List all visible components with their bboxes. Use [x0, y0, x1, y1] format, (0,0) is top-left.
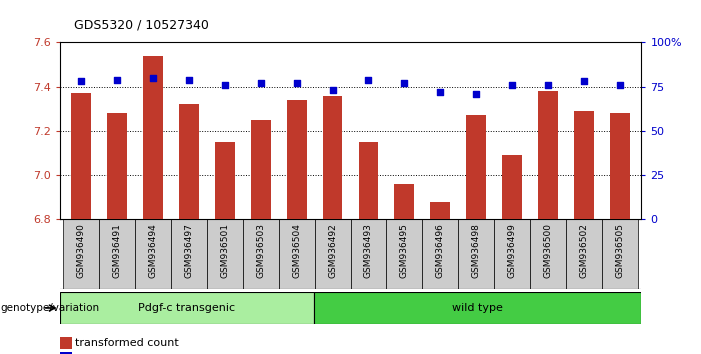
Text: Pdgf-c transgenic: Pdgf-c transgenic — [138, 303, 236, 313]
Bar — [422, 219, 458, 289]
Bar — [315, 219, 350, 289]
Bar — [359, 142, 379, 219]
Bar — [395, 184, 414, 219]
Bar — [107, 113, 127, 219]
Bar — [458, 219, 494, 289]
Bar — [322, 96, 342, 219]
Bar — [494, 219, 530, 289]
Bar — [60, 292, 314, 324]
Text: transformed count: transformed count — [75, 338, 179, 348]
Point — [219, 82, 231, 88]
Bar — [538, 91, 558, 219]
Bar — [574, 111, 594, 219]
Point — [363, 77, 374, 82]
Text: GSM936491: GSM936491 — [113, 223, 121, 278]
Bar — [350, 219, 386, 289]
Point — [435, 89, 446, 95]
Bar — [566, 219, 602, 289]
Point — [327, 87, 338, 93]
Bar — [466, 115, 486, 219]
Point — [614, 82, 625, 88]
Text: GSM936494: GSM936494 — [149, 223, 158, 278]
Text: GSM936499: GSM936499 — [508, 223, 517, 278]
Point — [543, 82, 554, 88]
Bar — [530, 219, 566, 289]
Text: GSM936505: GSM936505 — [615, 223, 625, 278]
Text: GSM936490: GSM936490 — [76, 223, 86, 278]
Bar — [602, 219, 638, 289]
Bar — [287, 100, 306, 219]
Text: genotype/variation: genotype/variation — [0, 303, 99, 313]
Text: GSM936500: GSM936500 — [543, 223, 552, 278]
Text: wild type: wild type — [452, 303, 503, 313]
Point — [399, 80, 410, 86]
Point — [255, 80, 266, 86]
Text: GSM936497: GSM936497 — [184, 223, 193, 278]
Text: GDS5320 / 10527340: GDS5320 / 10527340 — [74, 19, 208, 32]
Bar — [314, 292, 641, 324]
Text: GSM936493: GSM936493 — [364, 223, 373, 278]
Text: GSM936498: GSM936498 — [472, 223, 481, 278]
Bar — [72, 93, 91, 219]
Point — [578, 79, 590, 84]
Point — [507, 82, 518, 88]
Text: GSM936503: GSM936503 — [256, 223, 265, 278]
Bar — [386, 219, 422, 289]
Text: GSM936496: GSM936496 — [436, 223, 445, 278]
Bar — [99, 219, 135, 289]
Bar — [179, 104, 199, 219]
Text: GSM936504: GSM936504 — [292, 223, 301, 278]
Bar — [171, 219, 207, 289]
Bar — [251, 120, 271, 219]
Bar — [207, 219, 243, 289]
Point — [183, 77, 194, 82]
Bar — [502, 155, 522, 219]
Point — [147, 75, 158, 81]
Text: GSM936492: GSM936492 — [328, 223, 337, 278]
Text: GSM936495: GSM936495 — [400, 223, 409, 278]
Bar — [143, 56, 163, 219]
Bar — [610, 113, 629, 219]
Text: GSM936502: GSM936502 — [580, 223, 588, 278]
Bar — [63, 219, 99, 289]
Bar — [135, 219, 171, 289]
Point — [291, 80, 302, 86]
Bar — [243, 219, 279, 289]
Bar — [430, 202, 450, 219]
Point — [76, 79, 87, 84]
Point — [470, 91, 482, 97]
Bar — [215, 142, 235, 219]
Point — [111, 77, 123, 82]
Text: GSM936501: GSM936501 — [220, 223, 229, 278]
Bar — [279, 219, 315, 289]
